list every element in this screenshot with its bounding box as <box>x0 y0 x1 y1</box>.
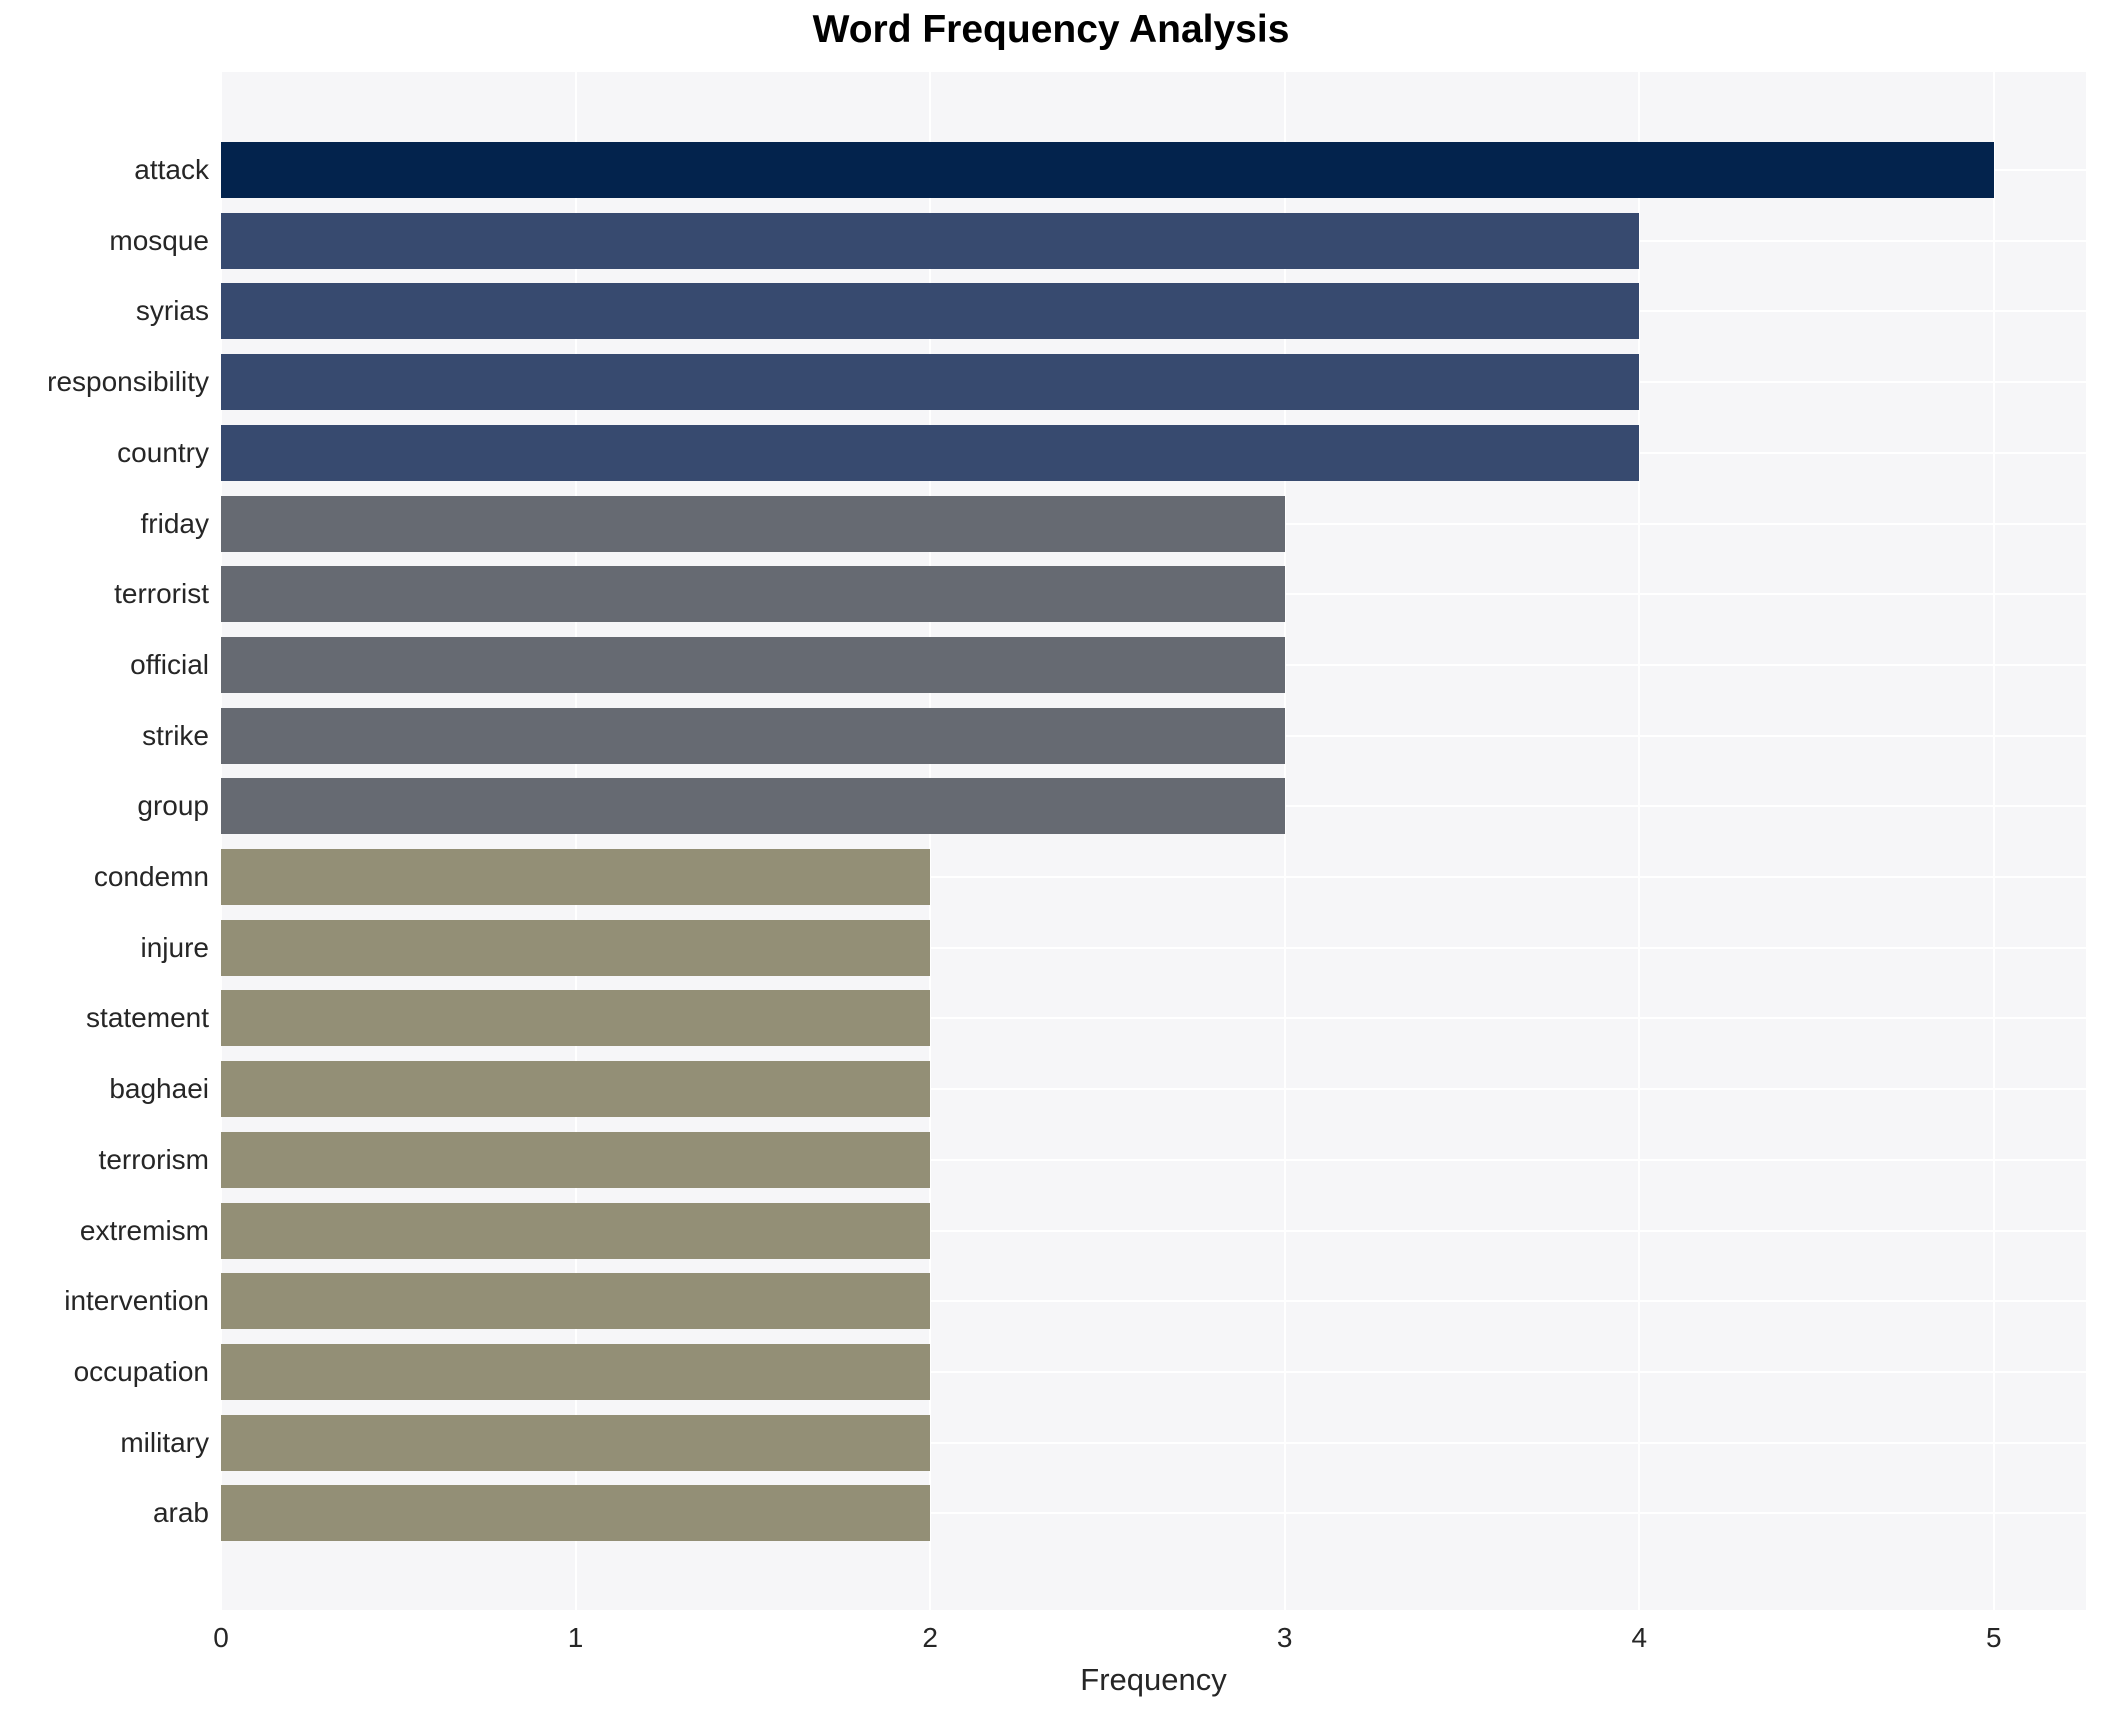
gridline-horizontal <box>221 1300 2086 1303</box>
gridline-horizontal <box>221 946 2086 949</box>
y-axis-label-arab: arab <box>152 1497 209 1529</box>
x-tick-label-4: 4 <box>1631 1622 1648 1653</box>
bar-official <box>221 636 1285 693</box>
gridline-horizontal <box>221 1512 2086 1515</box>
bar-syrias <box>221 283 1640 340</box>
gridline-horizontal <box>221 1229 2086 1232</box>
bar-strike <box>221 707 1285 764</box>
y-axis-label-condemn: condemn <box>93 861 209 892</box>
y-axis-label-intervention: intervention <box>64 1285 209 1317</box>
y-axis-label-terrorism: terrorism <box>98 1143 209 1175</box>
x-tick-label-2: 2 <box>922 1622 938 1653</box>
x-tick-label-1: 1 <box>567 1622 584 1653</box>
y-axis-label-mosque: mosque <box>109 224 209 256</box>
gridline-vertical <box>1283 72 1286 1610</box>
gridline-vertical <box>220 72 222 1610</box>
gridline-horizontal <box>221 1441 2086 1444</box>
x-tick-label-5: 5 <box>1986 1622 2002 1653</box>
bar-group <box>221 778 1285 835</box>
bar-occupation <box>221 1343 931 1400</box>
gridline-vertical <box>574 72 577 1610</box>
x-tick-label-0: 0 <box>213 1622 229 1653</box>
y-axis-label-statement: statement <box>86 1002 209 1034</box>
bar-extremism <box>221 1202 931 1259</box>
y-axis-label-terrorist: terrorist <box>114 578 209 610</box>
y-axis-label-occupation: occupation <box>73 1355 209 1387</box>
y-axis-label-military: military <box>120 1426 209 1458</box>
y-axis-label-group: group <box>137 790 209 822</box>
y-axis-label-responsibility: responsibility <box>47 366 209 398</box>
bar-attack <box>221 142 1994 198</box>
bar-terrorist <box>221 566 1285 623</box>
gridline-horizontal <box>221 1088 2086 1091</box>
bar-terrorism <box>221 1131 931 1188</box>
bar-country <box>221 424 1640 481</box>
gridline-vertical <box>929 72 932 1610</box>
bar-military <box>221 1414 931 1471</box>
gridline-horizontal <box>221 1370 2086 1373</box>
chart-title: Word Frequency Analysis <box>812 8 1290 51</box>
y-axis-label-extremism: extremism <box>79 1214 209 1246</box>
bar-arab <box>221 1485 931 1542</box>
bar-responsibility <box>221 354 1640 411</box>
bar-injure <box>221 919 931 976</box>
bar-statement <box>221 990 931 1047</box>
y-axis-label-official: official <box>130 648 209 680</box>
plot-area <box>220 72 2086 1610</box>
gridline-horizontal <box>221 1017 2086 1020</box>
bar-mosque <box>221 212 1640 269</box>
bar-intervention <box>221 1273 931 1330</box>
gridline-horizontal <box>221 876 2086 878</box>
bar-condemn <box>221 849 931 905</box>
bar-friday <box>221 495 1285 552</box>
gridline-horizontal <box>221 1158 2086 1161</box>
y-axis-label-strike: strike <box>142 719 209 751</box>
x-tick-label-3: 3 <box>1276 1622 1293 1653</box>
y-axis-label-syrias: syrias <box>135 295 209 327</box>
y-axis-label-baghaei: baghaei <box>109 1073 209 1105</box>
y-axis-label-injure: injure <box>140 931 209 963</box>
y-axis-label-attack: attack <box>134 154 209 185</box>
gridline-vertical <box>1992 72 1995 1610</box>
y-axis-label-friday: friday <box>140 507 209 539</box>
y-axis-label-country: country <box>117 436 209 468</box>
x-axis-title: Frequency <box>1080 1662 1227 1697</box>
bar-baghaei <box>221 1061 931 1118</box>
gridline-vertical <box>1638 72 1641 1610</box>
